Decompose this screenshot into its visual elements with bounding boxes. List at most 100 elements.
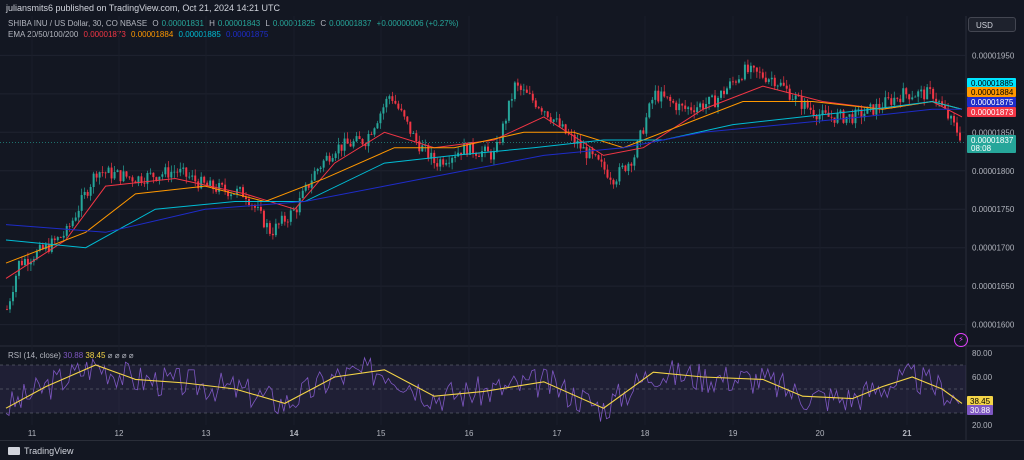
candle-body [597, 155, 600, 160]
candle-body [693, 110, 696, 113]
candle-body [755, 67, 758, 72]
candle-body [280, 215, 283, 224]
candle-body [448, 162, 451, 164]
candle-body [86, 191, 89, 196]
candle-body [152, 172, 155, 178]
publisher-line: juliansmits6 published on TradingView.co… [6, 3, 280, 13]
candle-body [740, 79, 743, 81]
candle-body [65, 226, 68, 236]
rsi-tag-label: 38.45 [970, 397, 991, 406]
candle-body [170, 171, 173, 178]
candle-body [164, 167, 167, 175]
price-tag [967, 107, 1016, 117]
candle-body [343, 138, 346, 151]
candle-body [146, 173, 149, 184]
candle-body [609, 177, 612, 180]
candle-body [331, 158, 334, 162]
time-tick-label: 15 [377, 429, 386, 438]
price-tick-label: 0.00001700 [972, 244, 1015, 253]
candle-body [815, 115, 818, 120]
candle-body [388, 96, 391, 99]
candle-body [537, 107, 540, 109]
candle-body [678, 103, 681, 111]
candle-body [17, 260, 20, 276]
candle-body [265, 223, 268, 228]
candle-body [227, 190, 230, 197]
candle-body [56, 237, 59, 241]
candle-body [325, 155, 328, 161]
candle-body [155, 177, 158, 181]
candle-body [522, 89, 525, 91]
publisher-bar: juliansmits6 published on TradingView.co… [0, 0, 1024, 16]
candle-body [242, 187, 245, 198]
candle-body [878, 103, 881, 109]
ema200-value: 0.00001875 [226, 30, 269, 39]
candle-body [746, 64, 749, 73]
candle-body [779, 82, 782, 86]
footer-brand: TradingView [24, 446, 74, 456]
candle-body [851, 114, 854, 124]
candle-body [35, 250, 38, 260]
candle-body [525, 89, 528, 93]
candle-body [478, 155, 481, 157]
close-label: C [320, 19, 327, 28]
candle-body [717, 97, 720, 108]
candle-body [337, 144, 340, 154]
candle-body [38, 244, 41, 251]
lightning-icon[interactable]: ⚡ [954, 333, 968, 347]
candle-body [573, 134, 576, 144]
rsi-label[interactable]: RSI (14, close) [8, 351, 61, 360]
price-chart[interactable]: 0.000019500.000019000.000018500.00001800… [0, 0, 1024, 440]
time-tick-label: 11 [28, 429, 37, 438]
candle-body [200, 176, 203, 189]
low-label: L [265, 19, 270, 28]
candle-body [531, 93, 534, 101]
candle-body [561, 124, 564, 127]
candle-body [812, 109, 815, 116]
candle-body [947, 108, 950, 119]
candle-body [206, 182, 209, 186]
candle-body [836, 113, 839, 123]
candle-body [218, 183, 221, 192]
ema50-value: 0.00001884 [131, 30, 174, 39]
candle-body [107, 167, 110, 173]
candle-body [442, 159, 445, 165]
candle-body [475, 153, 478, 156]
candle-body [116, 170, 119, 173]
candle-body [367, 134, 370, 147]
candle-body [926, 87, 929, 100]
price-tick-label: 0.00001800 [972, 167, 1015, 176]
close-value: 0.00001837 [329, 19, 372, 28]
candle-body [827, 112, 830, 117]
candle-body [681, 103, 684, 106]
candle-body [782, 82, 785, 86]
tradingview-logo[interactable]: TradingView [8, 446, 74, 456]
candle-body [454, 156, 457, 158]
candle-body [498, 141, 501, 143]
candle-body [376, 123, 379, 129]
candle-body [71, 220, 74, 227]
candle-body [472, 142, 475, 154]
candle-body [854, 109, 857, 124]
price-tag-label: 0.00001885 [971, 79, 1014, 88]
candle-body [702, 103, 705, 109]
candle-body [47, 244, 50, 252]
ema-label[interactable]: EMA 20/50/100/200 [8, 30, 79, 39]
candle-body [125, 171, 128, 177]
candle-body [633, 157, 636, 166]
candle-body [274, 223, 277, 236]
candle-body [239, 187, 242, 189]
candle-body [245, 197, 247, 200]
candle-body [767, 79, 770, 82]
candle-body [481, 151, 484, 157]
candle-body [322, 160, 325, 168]
candle-body [131, 177, 134, 182]
currency-button[interactable]: USD [968, 17, 1016, 32]
candle-body [95, 173, 98, 178]
candle-body [143, 182, 146, 184]
candle-body [400, 108, 403, 111]
symbol-name[interactable]: SHIBA INU / US Dollar, 30, COINBASE [8, 19, 148, 28]
candle-body [289, 210, 292, 222]
ema100-line [5, 101, 963, 249]
candle-body [510, 99, 513, 101]
